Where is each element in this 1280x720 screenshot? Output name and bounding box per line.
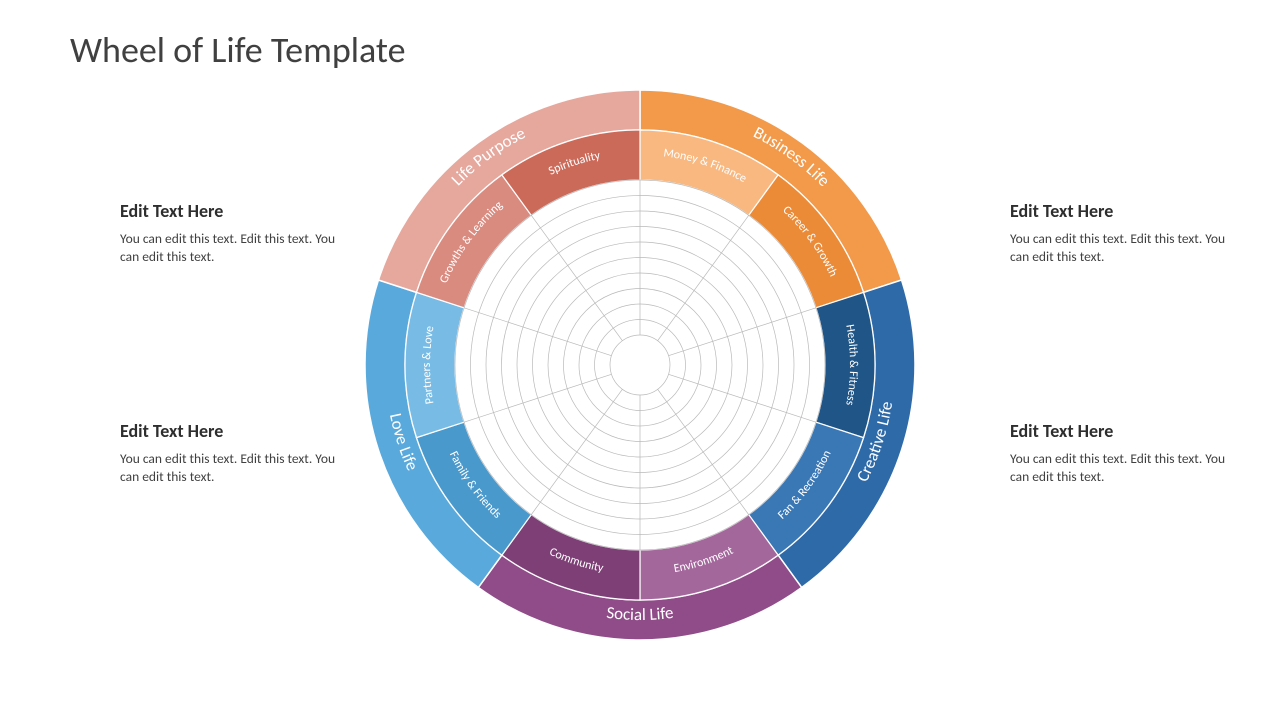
callout-heading: Edit Text Here	[120, 420, 350, 442]
outer-label: Social Life	[605, 602, 674, 625]
callout-body: You can edit this text. Edit this text. …	[1010, 450, 1240, 486]
callout-bottom-right: Edit Text Here You can edit this text. Ed…	[1010, 420, 1240, 486]
page-title: Wheel of Life Template	[70, 28, 406, 72]
grid-spoke	[464, 308, 611, 356]
grid-spoke	[464, 374, 611, 422]
wheel-of-life-diagram: Business LifeCreative LifeSocial LifeLov…	[365, 90, 915, 640]
callout-top-right: Edit Text Here You can edit this text. Ed…	[1010, 200, 1240, 266]
callout-heading: Edit Text Here	[1010, 420, 1240, 442]
callout-heading: Edit Text Here	[120, 200, 350, 222]
callout-top-left: Edit Text Here You can edit this text. Ed…	[120, 200, 350, 266]
center-hole	[610, 335, 670, 395]
grid-spoke	[669, 374, 816, 422]
callout-body: You can edit this text. Edit this text. …	[120, 230, 350, 266]
grid-spoke	[669, 308, 816, 356]
callout-body: You can edit this text. Edit this text. …	[1010, 230, 1240, 266]
callout-body: You can edit this text. Edit this text. …	[120, 450, 350, 486]
callout-bottom-left: Edit Text Here You can edit this text. Ed…	[120, 420, 350, 486]
callout-heading: Edit Text Here	[1010, 200, 1240, 222]
